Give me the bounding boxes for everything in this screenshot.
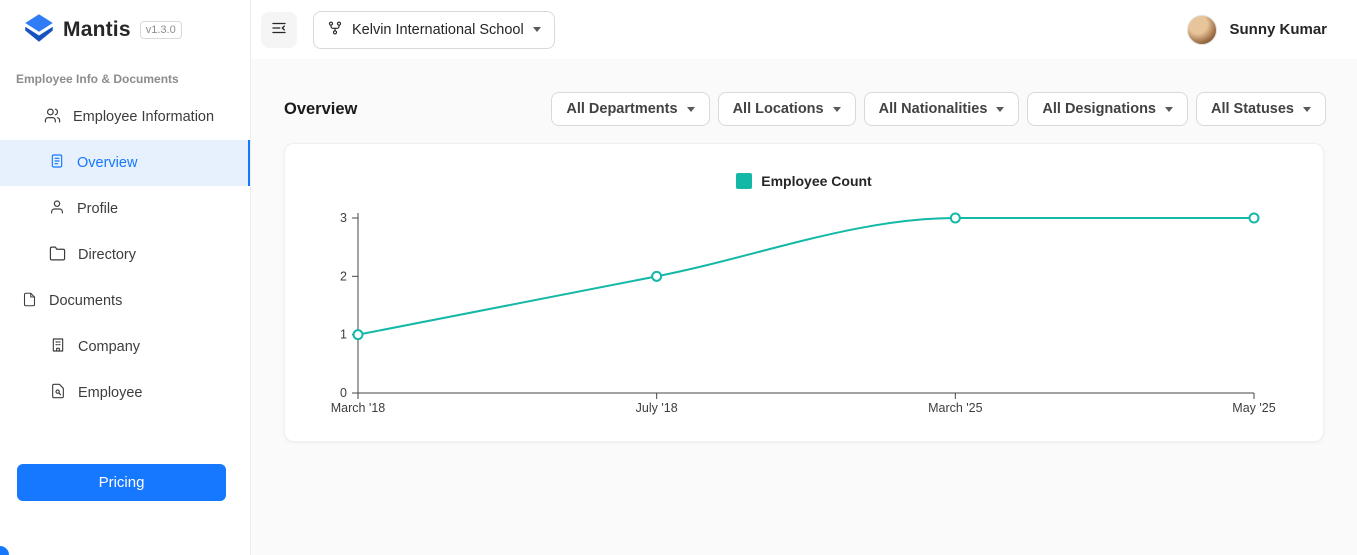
user-icon <box>49 199 65 219</box>
chart-legend[interactable]: Employee Count <box>285 172 1323 190</box>
filter-label: All Nationalities <box>878 101 988 117</box>
employee-count-line-chart: 0 1 2 3 March '18 July '18 March '25 May '25 <box>331 211 1276 415</box>
caret-down-icon <box>996 106 1005 112</box>
user-name: Sunny Kumar <box>1229 21 1327 38</box>
users-icon <box>44 107 61 128</box>
logo-row[interactable]: Mantis v1.3.0 <box>0 0 250 60</box>
filter-label: All Departments <box>566 101 678 117</box>
chart-card: Employee Count 0 1 2 3 March '18 July '18 Marc… <box>284 143 1324 442</box>
caret-down-icon <box>1303 106 1311 112</box>
filters-row: All Departments All Locations All Nation… <box>551 92 1326 126</box>
version-badge: v1.3.0 <box>139 21 182 39</box>
legend-swatch <box>736 173 753 189</box>
sidebar-item-overview[interactable]: Overview <box>0 140 250 186</box>
filter-label: All Locations <box>732 101 824 117</box>
sidebar-nav: Employee Information Overview Profile Di… <box>0 94 250 416</box>
main-area: Kelvin International School Sunny Kumar … <box>251 0 1357 555</box>
file-icon <box>22 292 37 311</box>
file-search-icon <box>50 383 66 403</box>
sidebar-item-label: Overview <box>77 155 138 171</box>
caret-down-icon <box>686 106 695 112</box>
svg-text:2: 2 <box>340 269 347 283</box>
mantis-logo-icon <box>24 13 54 48</box>
menu-toggle-button[interactable] <box>261 11 297 48</box>
sidebar-item-label: Profile <box>77 201 119 217</box>
caret-down-icon <box>1165 106 1173 112</box>
svg-text:July '18: July '18 <box>636 401 678 415</box>
sidebar-item-profile[interactable]: Profile <box>0 186 250 232</box>
page-title: Overview <box>284 99 358 118</box>
filter-label: All Statuses <box>1211 101 1294 117</box>
menu-fold-icon <box>270 19 288 40</box>
sidebar-item-company[interactable]: Company <box>0 324 250 370</box>
content: Overview All Departments All Locations A… <box>251 59 1357 442</box>
svg-text:0: 0 <box>340 386 347 400</box>
overview-list-icon <box>49 153 65 173</box>
filter-all-locations[interactable]: All Locations <box>717 92 856 126</box>
svg-text:3: 3 <box>340 211 347 225</box>
topbar: Kelvin International School Sunny Kumar <box>251 0 1357 59</box>
sidebar-item-label: Employee <box>78 385 143 401</box>
sidebar-item-documents[interactable]: Documents <box>0 278 250 324</box>
svg-text:1: 1 <box>340 328 347 342</box>
filter-all-departments[interactable]: All Departments <box>551 92 710 126</box>
caret-down-icon <box>532 27 541 32</box>
filter-label: All Designations <box>1042 101 1156 117</box>
school-selector-value: Kelvin International School <box>352 21 524 38</box>
legend-label: Employee Count <box>761 173 872 189</box>
sidebar-item-employee-information[interactable]: Employee Information <box>0 94 250 140</box>
chat-widget-partial[interactable] <box>0 546 9 555</box>
sidebar-item-label: Documents <box>49 293 123 309</box>
folder-icon <box>49 245 66 266</box>
user-menu[interactable]: Sunny Kumar <box>1187 14 1327 45</box>
sidebar-item-label: Directory <box>78 247 137 263</box>
sidebar-item-directory[interactable]: Directory <box>0 232 250 278</box>
app-title: Mantis <box>63 18 131 41</box>
caret-down-icon <box>832 106 841 112</box>
pricing-button[interactable]: Pricing <box>17 464 226 501</box>
sidebar-section-label: Employee Info & Documents <box>16 72 179 86</box>
filter-all-nationalities[interactable]: All Nationalities <box>863 92 1020 126</box>
sidebar: Mantis v1.3.0 Employee Info & Documents … <box>0 0 251 555</box>
building-icon <box>50 337 66 357</box>
sidebar-item-employee[interactable]: Employee <box>0 370 250 416</box>
svg-text:March '18: March '18 <box>331 401 386 415</box>
svg-text:March '25: March '25 <box>928 401 983 415</box>
content-header: Overview All Departments All Locations A… <box>284 92 1326 126</box>
school-selector[interactable]: Kelvin International School <box>313 10 555 49</box>
avatar[interactable] <box>1187 14 1218 45</box>
sidebar-item-label: Company <box>78 339 141 355</box>
filter-all-designations[interactable]: All Designations <box>1027 92 1188 126</box>
filter-all-statuses[interactable]: All Statuses <box>1196 92 1326 126</box>
svg-text:May '25: May '25 <box>1232 401 1275 415</box>
sidebar-item-label: Employee Information <box>73 109 215 125</box>
branch-icon <box>327 20 343 40</box>
